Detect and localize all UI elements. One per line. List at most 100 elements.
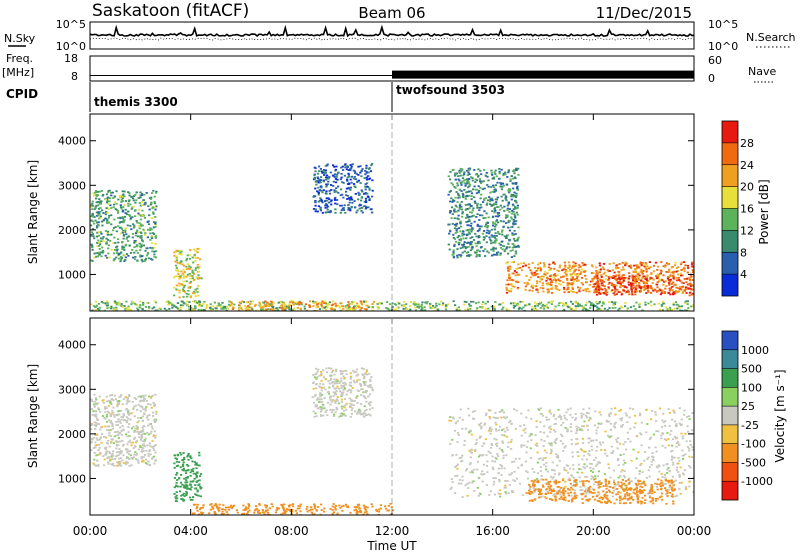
range-gate-cell xyxy=(94,191,97,194)
range-gate-cell xyxy=(541,414,544,417)
range-gate-cell xyxy=(182,492,185,495)
range-gate-cell xyxy=(313,507,317,509)
range-gate-cell xyxy=(556,490,559,493)
range-gate-cell xyxy=(505,247,508,250)
range-gate-cell xyxy=(126,224,129,227)
range-gate-cell xyxy=(345,408,348,411)
range-gate-cell xyxy=(314,210,317,213)
range-gate-cell xyxy=(92,235,95,238)
range-gate-cell xyxy=(504,173,507,176)
range-gate-cell xyxy=(647,279,650,282)
range-gate-cell xyxy=(585,476,589,478)
range-gate-cell xyxy=(303,305,306,308)
range-gate-cell xyxy=(474,181,477,183)
range-gate-cell xyxy=(371,306,375,308)
range-gate-cell xyxy=(572,291,575,293)
range-gate-cell xyxy=(334,505,338,507)
range-gate-cell xyxy=(272,306,275,308)
range-gate-cell xyxy=(603,307,606,310)
range-gate-cell xyxy=(449,230,452,233)
range-gate-cell xyxy=(683,270,686,273)
range-gate-cell xyxy=(485,465,489,467)
range-gate-cell xyxy=(639,261,642,264)
range-gate-cell xyxy=(99,215,102,218)
range-gate-cell xyxy=(506,261,509,264)
range-gate-cell xyxy=(558,302,561,304)
range-gate-cell xyxy=(137,448,140,451)
range-gate-cell xyxy=(177,273,180,275)
range-gate-cell xyxy=(348,183,351,185)
range-gate-cell xyxy=(94,441,97,444)
range-gate-cell xyxy=(99,201,102,204)
range-gate-cell xyxy=(366,304,369,307)
range-gate-cell xyxy=(468,232,471,235)
range-gate-cell xyxy=(324,172,327,175)
range-gate-cell xyxy=(515,304,518,307)
range-gate-cell xyxy=(460,184,463,186)
range-gate-cell xyxy=(227,303,231,306)
range-gate-cell xyxy=(467,233,470,236)
range-gate-cell xyxy=(231,505,235,508)
range-gate-cell xyxy=(289,504,292,506)
range-gate-cell xyxy=(312,381,315,384)
range-gate-cell xyxy=(120,409,123,412)
range-gate-cell xyxy=(646,423,649,425)
range-gate-cell xyxy=(469,462,472,464)
range-gate-cell xyxy=(470,198,473,200)
range-gate-cell xyxy=(359,300,362,303)
range-gate-cell xyxy=(343,384,346,387)
range-gate-cell xyxy=(471,248,474,250)
range-gate-cell xyxy=(94,308,97,311)
range-gate-cell xyxy=(130,412,133,415)
range-gate-cell xyxy=(455,205,458,208)
range-gate-cell xyxy=(598,291,601,294)
power-data xyxy=(90,163,694,311)
range-gate-cell xyxy=(402,305,406,307)
noise-left-tick-top: 10^5 xyxy=(56,18,86,31)
range-gate-cell xyxy=(595,270,598,272)
range-gate-cell xyxy=(141,240,144,243)
range-gate-cell xyxy=(460,208,464,211)
range-gate-cell xyxy=(232,504,236,507)
range-gate-cell xyxy=(492,177,495,180)
range-gate-cell xyxy=(565,303,568,306)
range-gate-cell xyxy=(108,434,111,437)
range-gate-cell xyxy=(596,308,599,311)
range-gate-cell xyxy=(306,505,309,508)
range-gate-cell xyxy=(339,506,342,509)
range-gate-cell xyxy=(499,208,502,211)
range-gate-cell xyxy=(534,301,537,304)
range-gate-cell xyxy=(91,400,94,403)
range-gate-cell xyxy=(143,440,146,443)
range-gate-cell xyxy=(326,164,329,167)
range-gate-cell xyxy=(571,283,574,286)
range-gate-cell xyxy=(168,308,171,310)
range-gate-cell xyxy=(564,269,567,271)
range-gate-cell xyxy=(511,170,515,173)
range-gate-cell xyxy=(257,512,260,514)
range-gate-cell xyxy=(481,470,484,473)
range-gate-cell xyxy=(262,301,265,304)
range-gate-cell xyxy=(178,461,181,463)
range-gate-cell xyxy=(94,454,97,457)
range-gate-cell xyxy=(466,216,469,219)
range-gate-cell xyxy=(451,201,454,203)
range-gate-cell xyxy=(153,206,156,209)
range-gate-cell xyxy=(91,249,94,251)
range-gate-cell xyxy=(628,272,631,274)
range-gate-cell xyxy=(330,199,333,202)
range-gate-cell xyxy=(266,301,269,304)
range-gate-cell xyxy=(414,309,418,311)
range-gate-cell xyxy=(667,263,670,266)
range-gate-cell xyxy=(630,290,634,293)
range-gate-cell xyxy=(145,450,148,452)
range-gate-cell xyxy=(308,509,311,512)
range-gate-cell xyxy=(478,214,482,217)
range-gate-cell xyxy=(367,206,370,209)
range-gate-cell xyxy=(371,189,374,192)
range-gate-cell xyxy=(323,302,326,304)
range-gate-cell xyxy=(650,287,653,290)
range-gate-cell xyxy=(339,204,342,207)
range-gate-cell xyxy=(680,281,683,284)
range-gate-cell xyxy=(343,370,346,373)
